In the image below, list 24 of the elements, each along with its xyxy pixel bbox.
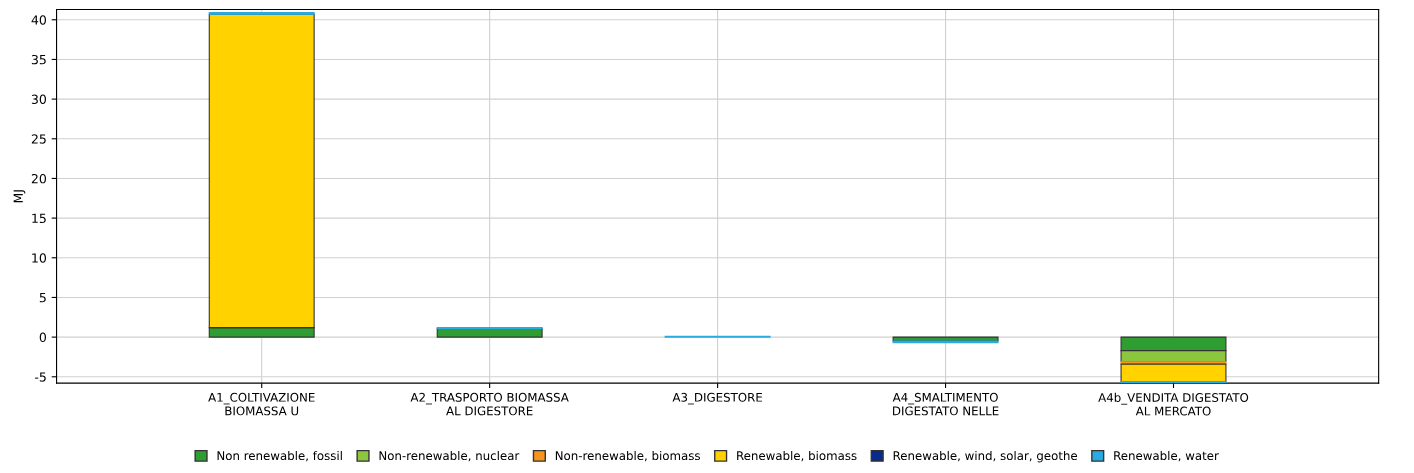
x-tick-label: A4b_VENDITA DIGESTATO AL MERCATO (1098, 392, 1249, 416)
y-tick-label: 20 (31, 173, 47, 184)
x-tick-label: A2_TRASPORTO BIOMASSA AL DIGESTORE (410, 392, 569, 416)
x-tick-label: A4_SMALTIMENTO DIGESTATO NELLE (892, 392, 999, 416)
y-tick-label: 25 (31, 134, 46, 144)
y-tick-label: 40 (31, 15, 47, 25)
bar (436, 327, 543, 338)
legend-label: Non-renewable, nuclear (379, 450, 520, 462)
y-tick-label: 0 (39, 332, 47, 343)
legend-label: Renewable, water (1114, 450, 1219, 462)
y-tick-label: 15 (32, 213, 46, 224)
x-tick-label: A1_COLTIVAZIONE BIOMASSA U (208, 392, 315, 416)
y-tick-label: 5 (39, 293, 46, 303)
y-tick-label: -5 (34, 372, 46, 382)
legend-label: Renewable, wind, solar, geothe (893, 450, 1078, 463)
y-tick-label: 30 (31, 94, 47, 105)
legend-label: Renewable, biomass (737, 450, 857, 462)
y-tick-label: 10 (32, 253, 47, 263)
x-tick-label: A3_DIGESTORE (672, 392, 763, 405)
y-tick-label: 35 (31, 54, 46, 65)
bar (1120, 363, 1227, 383)
y-axis-title: MJ (13, 190, 26, 203)
legend-label: Non renewable, fossil (217, 450, 342, 462)
legend-label: Non-renewable, biomass (555, 450, 700, 462)
